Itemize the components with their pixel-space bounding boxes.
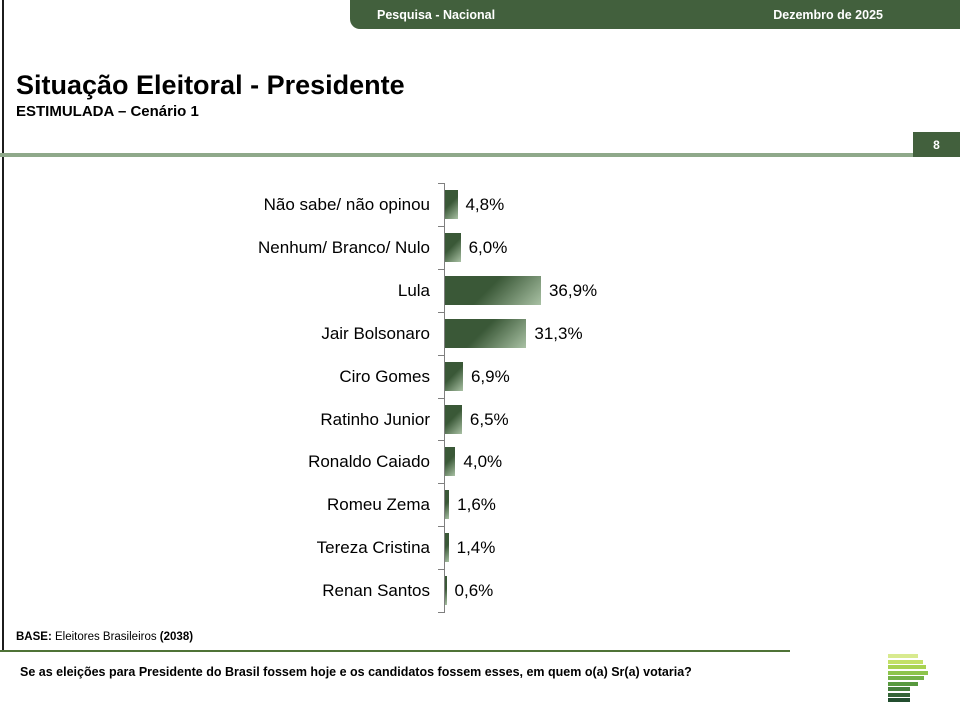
logo-bar — [888, 681, 918, 686]
title-block: Situação Eleitoral - Presidente ESTIMULA… — [16, 68, 405, 121]
chart-row: Ratinho Junior 6,5% — [0, 398, 960, 441]
logo-bar — [888, 665, 926, 669]
data-bar — [445, 490, 450, 520]
base-count: (2038) — [159, 631, 194, 643]
header-left-label: Pesquisa - Nacional — [377, 7, 496, 22]
value-label: 6,0% — [468, 237, 508, 257]
data-bar — [445, 318, 527, 348]
chart-row: Lula 36,9% — [0, 269, 960, 312]
chart-row: Jair Bolsonaro 31,3% — [0, 312, 960, 355]
logo-bar — [888, 692, 910, 697]
base-note: BASE: Eleitores Brasileiros (2038) — [16, 631, 193, 643]
chart-row: Ciro Gomes 6,9% — [0, 355, 960, 398]
data-bar — [445, 275, 541, 305]
axis-tick-mark — [438, 526, 445, 527]
page-number-badge: 8 — [913, 132, 960, 157]
category-label: Ratinho Junior — [320, 409, 430, 429]
axis-tick-mark — [438, 612, 445, 613]
page-subtitle: ESTIMULADA – Cenário 1 — [16, 103, 199, 120]
category-label: Tereza Cristina — [316, 538, 430, 558]
axis-tick-mark — [438, 440, 445, 441]
footer-divider-line — [0, 650, 790, 652]
axis-tick-mark — [438, 183, 445, 184]
value-label: 6,9% — [470, 366, 510, 386]
data-bar — [445, 576, 447, 606]
question-text: Se as eleições para Presidente do Brasil… — [20, 665, 692, 679]
category-label: Lula — [397, 280, 430, 300]
striped-p-logo — [888, 654, 932, 704]
category-label: Jair Bolsonaro — [321, 323, 430, 343]
value-label: 0,6% — [454, 581, 494, 601]
data-bar — [445, 447, 456, 477]
axis-tick-mark — [438, 312, 445, 313]
logo-bar — [888, 654, 918, 658]
value-label: 31,3% — [534, 323, 583, 343]
chart-row: Romeu Zema 1,6% — [0, 483, 960, 526]
axis-tick-mark — [438, 269, 445, 270]
logo-bar — [888, 676, 924, 680]
value-label: 1,4% — [456, 538, 496, 558]
axis-tick-mark — [438, 398, 445, 399]
chart-row: Nenhum/ Branco/ Nulo 6,0% — [0, 226, 960, 269]
category-label: Ronaldo Caiado — [308, 452, 430, 472]
category-label: Ciro Gomes — [339, 366, 430, 386]
axis-tick-mark — [438, 569, 445, 570]
logo-bar — [888, 687, 910, 691]
data-bar — [445, 361, 463, 391]
chart-row: Tereza Cristina 1,4% — [0, 526, 960, 569]
axis-tick-mark — [438, 483, 445, 484]
bar-chart: Não sabe/ não opinou 4,8% Nenhum/ Branco/ … — [0, 183, 960, 613]
value-label: 36,9% — [548, 280, 598, 300]
base-text: Eleitores Brasileiros — [51, 631, 160, 643]
data-bar — [445, 404, 462, 434]
title-divider-line — [0, 153, 913, 157]
category-label: Não sabe/ não opinou — [263, 195, 430, 214]
data-bar — [445, 232, 461, 262]
category-label: Nenhum/ Branco/ Nulo — [258, 237, 430, 257]
header-bar: Pesquisa - Nacional Dezembro de 2025 — [350, 0, 960, 29]
chart-row: Ronaldo Caiado 4,0% — [0, 440, 960, 483]
left-border-rule — [2, 0, 4, 650]
logo-bar — [888, 698, 910, 702]
value-label: 6,5% — [469, 409, 509, 429]
logo-bar — [888, 659, 923, 664]
axis-tick-mark — [438, 226, 445, 227]
value-label: 4,0% — [463, 452, 503, 472]
value-label: 1,6% — [457, 495, 496, 515]
page-title: Situação Eleitoral - Presidente — [16, 70, 405, 100]
logo-bar — [888, 670, 928, 675]
base-label: BASE: — [16, 631, 52, 643]
chart-row: Renan Santos 0,6% — [0, 569, 960, 612]
data-bar — [445, 190, 458, 219]
axis-tick-mark — [438, 355, 445, 356]
value-label: 4,8% — [465, 195, 505, 214]
category-label: Renan Santos — [322, 581, 430, 601]
chart-row: Não sabe/ não opinou 4,8% — [0, 183, 960, 226]
data-bar — [445, 533, 449, 563]
header-right-label: Dezembro de 2025 — [773, 7, 883, 22]
category-label: Romeu Zema — [327, 495, 430, 515]
